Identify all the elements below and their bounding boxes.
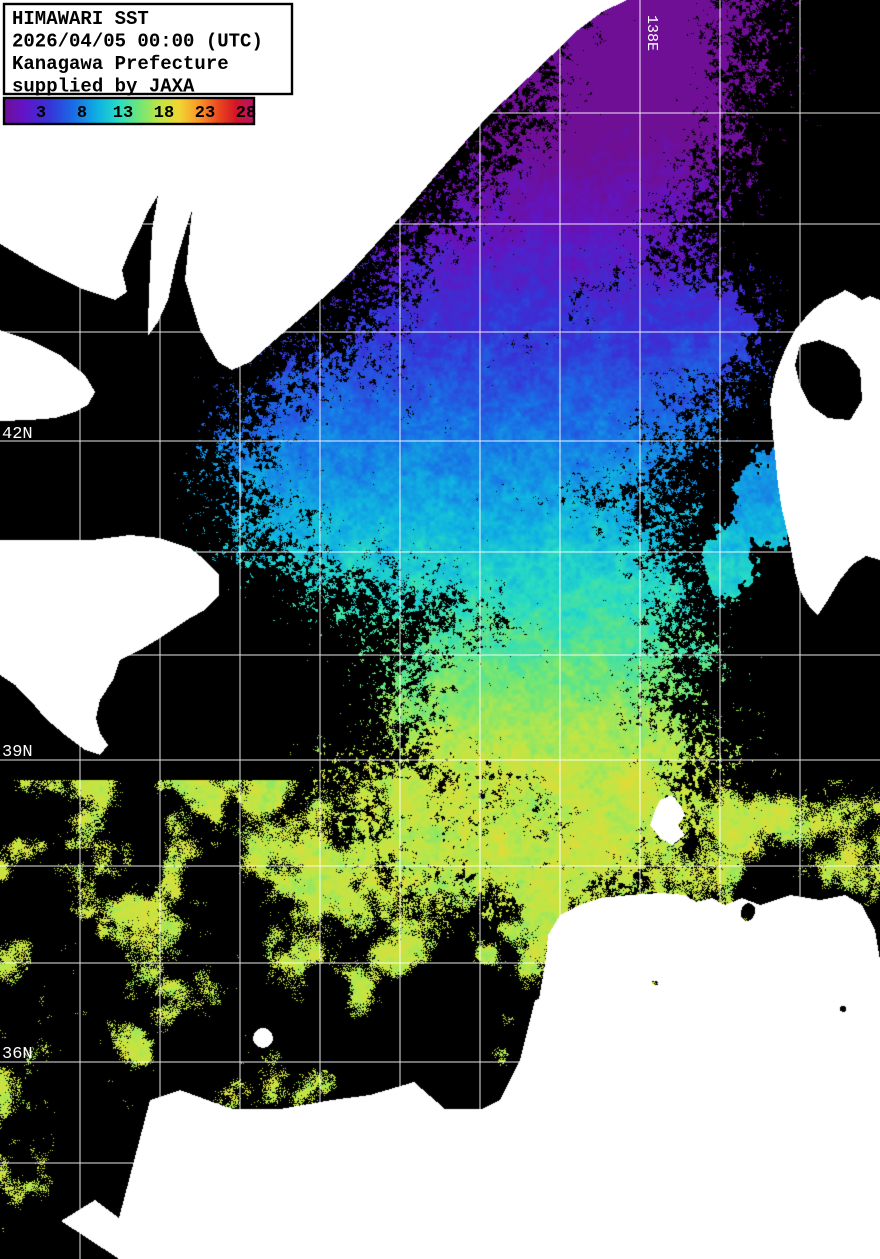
svg-text:36N: 36N xyxy=(2,1045,33,1064)
svg-text:Kanagawa Prefecture: Kanagawa Prefecture xyxy=(12,53,229,75)
svg-text:39N: 39N xyxy=(2,743,33,762)
svg-text:138E: 138E xyxy=(643,15,660,51)
svg-text:13: 13 xyxy=(113,104,133,123)
svg-text:28: 28 xyxy=(236,104,256,123)
svg-text:3: 3 xyxy=(36,104,46,123)
svg-text:42N: 42N xyxy=(2,425,33,444)
svg-text:supplied by JAXA: supplied by JAXA xyxy=(12,76,195,98)
svg-text:2026/04/05 00:00 (UTC): 2026/04/05 00:00 (UTC) xyxy=(12,31,263,53)
svg-text:18: 18 xyxy=(154,104,174,123)
svg-text:8: 8 xyxy=(77,104,87,123)
svg-text:HIMAWARI SST: HIMAWARI SST xyxy=(12,8,149,30)
svg-text:23: 23 xyxy=(195,104,215,123)
